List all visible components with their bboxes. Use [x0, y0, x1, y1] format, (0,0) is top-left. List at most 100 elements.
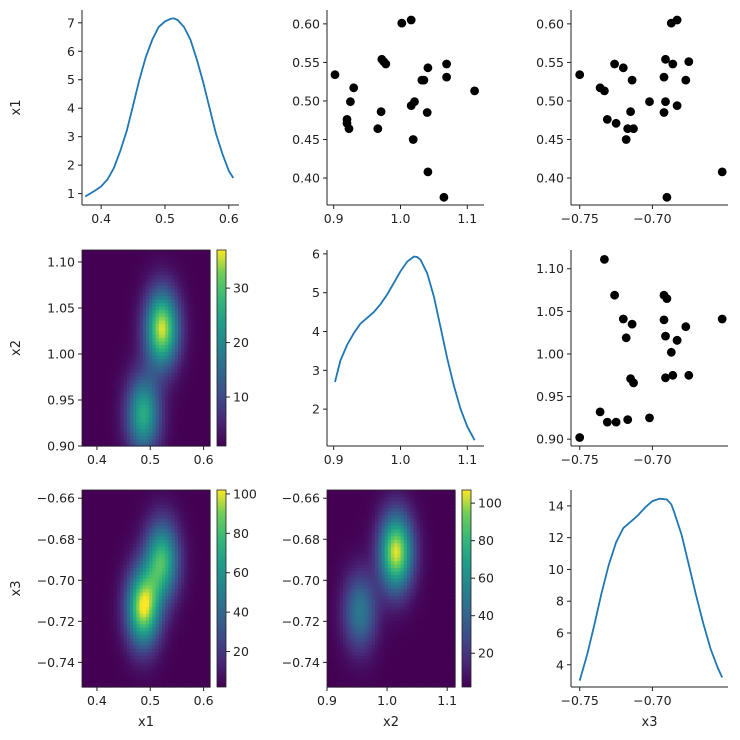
- heatmap-cell: [107, 288, 112, 293]
- heatmap-cell: [110, 393, 115, 398]
- heatmap-cell: [88, 535, 93, 540]
- heatmap-cell: [190, 627, 195, 632]
- heatmap-cell: [339, 567, 344, 572]
- heatmap-cell: [194, 362, 198, 367]
- heatmap-cell: [146, 595, 150, 600]
- heatmap-cell: [174, 271, 179, 276]
- heatmap-cell: [104, 616, 109, 621]
- heatmap-cell: [330, 630, 334, 635]
- heatmap-cell: [133, 634, 137, 639]
- heatmap-cell: [126, 334, 131, 339]
- heatmap-cell: [168, 556, 173, 561]
- heatmap-cell: [339, 655, 344, 660]
- heatmap-cell: [126, 306, 131, 311]
- heatmap-cell: [142, 418, 147, 423]
- heatmap-cell: [98, 641, 102, 646]
- heatmap-cell: [165, 271, 169, 276]
- heatmap-cell: [88, 521, 93, 526]
- heatmap-cell: [158, 316, 163, 321]
- heatmap-cell: [130, 669, 134, 674]
- heatmap-cell: [190, 292, 195, 297]
- heatmap-cell: [152, 309, 157, 314]
- heatmap-cell: [101, 497, 105, 502]
- heatmap-cell: [155, 302, 160, 307]
- heatmap-cell: [336, 563, 341, 568]
- heatmap-cell: [200, 655, 205, 660]
- heatmap-cell: [174, 669, 179, 674]
- heatmap-cell: [181, 299, 185, 304]
- heatmap-cell: [174, 281, 179, 286]
- heatmap-cell: [88, 309, 93, 314]
- heatmap-cell: [165, 334, 169, 339]
- heatmap-cell: [104, 539, 109, 544]
- heatmap-cell: [114, 528, 118, 533]
- heatmap-cell: [168, 260, 173, 265]
- heatmap-cell: [91, 407, 96, 412]
- heatmap-cell: [98, 369, 102, 374]
- heatmap-cell: [104, 518, 109, 523]
- heatmap-cell: [110, 425, 115, 430]
- heatmap-cell: [82, 292, 86, 297]
- heatmap-cell: [117, 341, 121, 346]
- heatmap-cell: [104, 288, 109, 293]
- heatmap-cell: [110, 532, 115, 537]
- heatmap-cell: [330, 553, 334, 558]
- heatmap-cell: [142, 602, 147, 607]
- heatmap-cell: [139, 390, 144, 395]
- heatmap-cell: [94, 679, 99, 685]
- heatmap-cell: [107, 348, 112, 353]
- heatmap-cell: [123, 662, 128, 667]
- heatmap-cell: [158, 369, 163, 374]
- heatmap-cell: [171, 323, 176, 328]
- heatmap-cell: [146, 493, 150, 498]
- heatmap-cell: [197, 327, 201, 332]
- heatmap-cell: [174, 637, 179, 642]
- heatmap-cell: [206, 683, 211, 688]
- heatmap-cell: [94, 672, 99, 678]
- heatmap-cell: [327, 672, 331, 678]
- heatmap-cell: [139, 504, 144, 509]
- heatmap-cell: [110, 442, 115, 447]
- heatmap-cell: [117, 627, 121, 632]
- heatmap-cell: [200, 295, 205, 300]
- heatmap-cell: [165, 613, 169, 618]
- heatmap-cell: [187, 281, 192, 286]
- heatmap-cell: [117, 250, 121, 255]
- heatmap-cell: [120, 274, 125, 279]
- heatmap-cell: [123, 320, 128, 325]
- heatmap-cell: [187, 592, 192, 597]
- heatmap-cell: [149, 535, 153, 540]
- heatmap-cell: [206, 281, 211, 286]
- heatmap-cell: [200, 260, 205, 265]
- heatmap-cell: [139, 362, 144, 367]
- heatmap-cell: [206, 521, 211, 526]
- y-tick-label: 0.50: [536, 93, 564, 108]
- heatmap-cell: [104, 662, 109, 667]
- heatmap-cell: [123, 351, 128, 356]
- heatmap-cell: [190, 428, 195, 433]
- heatmap-cell: [110, 627, 115, 632]
- heatmap-cell: [142, 260, 147, 265]
- heatmap-cell: [104, 439, 109, 444]
- scatter-point: [684, 57, 694, 66]
- heatmap-cell: [165, 376, 169, 381]
- heatmap-cell: [94, 281, 99, 286]
- heatmap-cell: [123, 599, 128, 604]
- heatmap-cell: [120, 641, 125, 646]
- heatmap-cell: [107, 390, 112, 395]
- heatmap-cell: [203, 599, 208, 604]
- heatmap-cell: [98, 344, 102, 349]
- heatmap-cell: [110, 613, 115, 618]
- heatmap-cell: [155, 528, 160, 533]
- y-tick-label: −0.70: [37, 573, 75, 588]
- heatmap-cell: [120, 521, 125, 526]
- heatmap-cell: [104, 679, 109, 685]
- heatmap-cell: [120, 330, 125, 335]
- heatmap-cell: [101, 592, 105, 597]
- heatmap-cell: [165, 518, 169, 523]
- x-tick-label: −0.70: [633, 452, 671, 467]
- heatmap-cell: [165, 435, 169, 440]
- heatmap-cell: [120, 355, 125, 360]
- heatmap-cell: [94, 414, 99, 419]
- heatmap-cell: [101, 602, 105, 607]
